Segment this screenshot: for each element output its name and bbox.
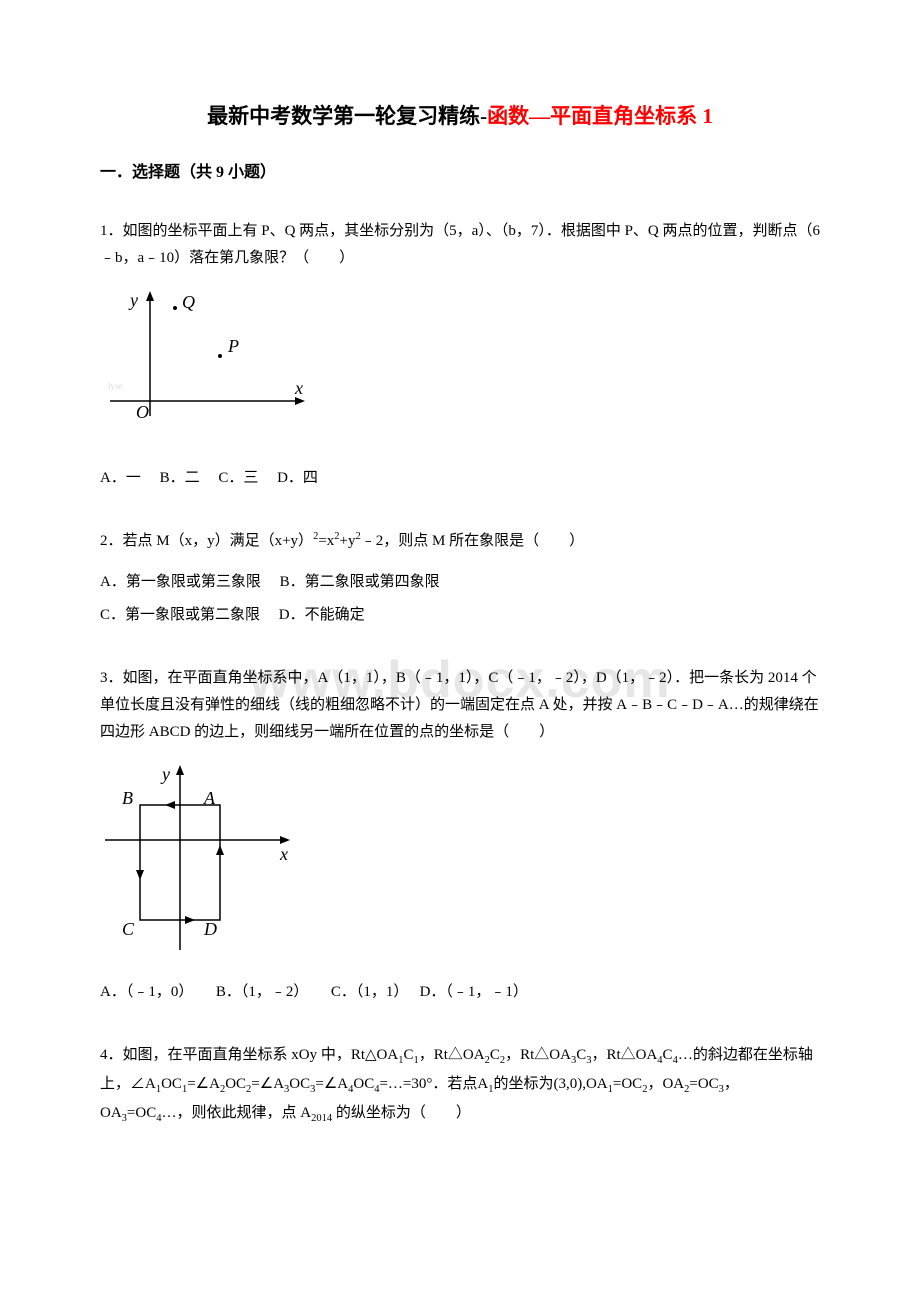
question-3-options: A．（﹣1，0） B．（1，﹣2） C．（1，1） D．（﹣1，﹣1） xyxy=(100,979,820,1006)
page-title: 最新中考数学第一轮复习精练-函数—平面直角坐标系 1 xyxy=(100,100,820,130)
question-3-text: 3．如图，在平面直角坐标系中，A（1，1），B（﹣1，1），C（﹣1，﹣2），D… xyxy=(100,665,820,746)
figure-watermark: lyse xyxy=(108,381,828,391)
point-b-label: B xyxy=(122,788,133,808)
axis-x-label: x xyxy=(279,844,288,864)
point-p-label: P xyxy=(227,336,239,356)
document-content: 最新中考数学第一轮复习精练-函数—平面直角坐标系 1 一．选择题（共 9 小题）… xyxy=(100,100,820,1129)
question-2-options-line2: C．第一象限或第二象限 D．不能确定 xyxy=(100,602,820,629)
question-2-options: A．第一象限或第三象限 B．第二象限或第四象限 C．第一象限或第二象限 D．不能… xyxy=(100,569,820,629)
point-a-label: A xyxy=(203,788,216,808)
point-c-label: C xyxy=(122,919,135,939)
point-q-label: Q xyxy=(182,292,195,312)
origin-label: O xyxy=(136,402,149,422)
axis-y-label: y xyxy=(128,290,138,310)
point-d-label: D xyxy=(203,919,217,939)
question-1-figure: y x O Q P lyse xyxy=(100,286,820,451)
question-2-options-line1: A．第一象限或第三象限 B．第二象限或第四象限 xyxy=(100,569,820,596)
question-1-text: 1．如图的坐标平面上有 P、Q 两点，其坐标分别为（5，a）、（b，7）．根据图… xyxy=(100,218,820,272)
question-3-figure: y x B A C D xyxy=(100,760,820,965)
question-2-text: 2．若点 M（x，y）满足（x+y）2=x2+y2﹣2，则点 M 所在象限是（ … xyxy=(100,528,820,555)
question-1-options: A．一 B．二 C．三 D．四 xyxy=(100,465,820,492)
question-4-text: 4．如图，在平面直角坐标系 xOy 中，Rt△OA1C1，Rt△OA2C2，Rt… xyxy=(100,1042,820,1129)
section-heading: 一．选择题（共 9 小题） xyxy=(100,158,820,182)
title-prefix: 最新中考数学第一轮复习精练- xyxy=(207,104,487,128)
title-suffix: 函数—平面直角坐标系 1 xyxy=(487,104,713,128)
axis-y-label: y xyxy=(160,764,170,784)
